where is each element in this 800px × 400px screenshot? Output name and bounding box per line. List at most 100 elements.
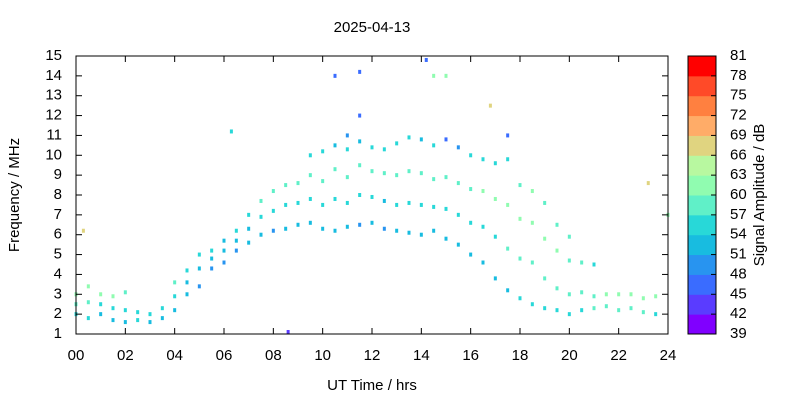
data-point xyxy=(419,171,423,176)
data-point xyxy=(432,177,436,182)
y-tick-label: 2 xyxy=(54,305,62,322)
colorbar-band xyxy=(688,274,716,295)
data-point xyxy=(308,196,312,201)
colorbar-tick-label: 48 xyxy=(730,265,747,282)
data-point xyxy=(567,234,571,239)
data-point xyxy=(321,179,325,184)
colorbar-band xyxy=(688,115,716,136)
data-point xyxy=(271,228,275,233)
data-point xyxy=(286,330,290,335)
y-tick-label: 11 xyxy=(46,126,62,143)
colorbar-band xyxy=(688,294,716,315)
data-point xyxy=(86,284,90,289)
data-point xyxy=(222,248,226,253)
x-tick-label: 10 xyxy=(314,347,331,364)
data-point xyxy=(395,202,399,207)
data-point xyxy=(395,141,399,146)
data-point xyxy=(432,143,436,148)
data-point xyxy=(271,208,275,213)
data-point xyxy=(259,232,263,237)
y-tick-label: 7 xyxy=(54,206,62,223)
data-point xyxy=(567,312,571,317)
y-tick-label: 12 xyxy=(45,107,62,124)
x-tick-label: 00 xyxy=(68,347,85,364)
data-point xyxy=(99,292,103,297)
x-tick-label: 12 xyxy=(364,347,381,364)
colorbar-tick-label: 54 xyxy=(730,226,747,243)
data-point xyxy=(345,147,349,152)
data-point xyxy=(333,167,337,172)
data-point xyxy=(173,308,177,313)
data-point xyxy=(197,284,201,289)
x-axis-label: UT Time / hrs xyxy=(327,377,417,394)
data-point xyxy=(345,133,349,138)
data-point xyxy=(469,153,473,158)
colorbar-tick-label: 69 xyxy=(730,126,747,143)
data-point xyxy=(99,302,103,307)
data-point xyxy=(81,228,85,233)
data-point xyxy=(99,312,103,317)
data-point xyxy=(407,200,411,205)
colorbar-tick-label: 57 xyxy=(730,206,747,223)
data-point xyxy=(370,220,374,225)
x-tick-label: 04 xyxy=(166,347,183,364)
x-tick-label: 06 xyxy=(216,347,233,364)
data-point xyxy=(333,73,337,78)
data-point xyxy=(493,234,497,239)
colorbar-band xyxy=(688,234,716,256)
data-point xyxy=(358,193,362,197)
data-point xyxy=(617,292,621,297)
data-point xyxy=(382,226,386,231)
data-point xyxy=(358,163,362,168)
data-point xyxy=(481,157,485,162)
data-point xyxy=(395,228,399,233)
data-point xyxy=(284,226,288,231)
y-tick-label: 9 xyxy=(54,166,62,183)
data-point xyxy=(222,260,226,265)
data-point xyxy=(229,129,233,134)
colorbar-band xyxy=(688,155,716,176)
data-point xyxy=(86,316,90,321)
data-point xyxy=(493,161,497,166)
data-point xyxy=(456,181,460,186)
data-point xyxy=(481,224,485,229)
data-point xyxy=(518,216,522,221)
data-point xyxy=(456,212,460,217)
data-point xyxy=(506,133,510,138)
y-tick-label: 5 xyxy=(54,246,62,263)
data-point xyxy=(592,294,596,299)
data-point xyxy=(308,173,312,178)
data-point xyxy=(247,226,251,231)
chart-title: 2025-04-13 xyxy=(334,19,411,36)
data-point xyxy=(419,137,423,142)
data-point xyxy=(148,312,152,317)
x-tick-label: 20 xyxy=(561,347,578,364)
x-tick-label: 08 xyxy=(265,347,282,364)
data-point xyxy=(407,169,411,174)
data-point xyxy=(518,183,522,188)
data-point xyxy=(148,320,152,325)
data-point xyxy=(419,202,423,207)
data-point xyxy=(567,292,571,297)
colorbar-band xyxy=(688,195,716,216)
data-point xyxy=(111,294,115,299)
data-point xyxy=(530,302,534,307)
data-point xyxy=(629,306,633,311)
colorbar-label: Signal Amplitude / dB xyxy=(751,124,768,267)
data-point xyxy=(370,169,374,174)
colorbar-tick-label: 66 xyxy=(730,146,747,163)
data-point xyxy=(654,294,658,299)
data-point xyxy=(456,145,460,150)
colorbar-tick-label: 45 xyxy=(730,285,747,302)
data-point xyxy=(646,181,650,186)
colorbar-band xyxy=(688,135,716,156)
data-point xyxy=(543,276,547,281)
data-point xyxy=(543,236,547,241)
data-point xyxy=(160,316,164,321)
colorbar-band xyxy=(688,254,716,275)
data-point xyxy=(185,280,189,285)
data-point xyxy=(210,266,214,271)
data-point xyxy=(123,290,127,295)
